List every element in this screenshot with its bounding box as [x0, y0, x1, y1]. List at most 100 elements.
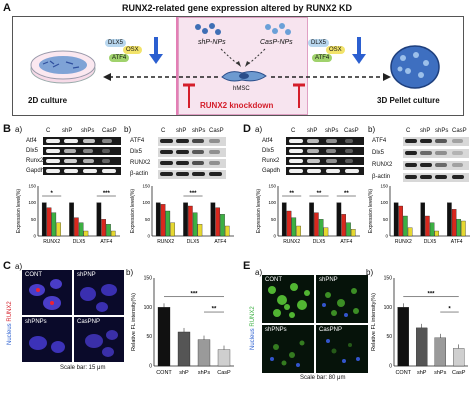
y-tick-label: 150 — [268, 184, 276, 189]
y-tick-label: 150 — [144, 276, 153, 282]
western-row — [158, 159, 226, 168]
micrograph-cont: CONT — [22, 270, 72, 315]
pellet-3d-icon — [390, 45, 440, 89]
y-tick-label: 150 — [142, 184, 150, 189]
lane-shp: shP — [307, 128, 318, 134]
y-tick-label: 50 — [271, 217, 277, 222]
lane-shps: shPs — [192, 128, 206, 134]
bar — [177, 331, 191, 367]
panel-b-sub-b: b) — [124, 125, 132, 134]
gene-row-label: Runx2 — [262, 158, 280, 164]
protein-row-label: ATF4 — [372, 138, 387, 144]
bar — [83, 230, 89, 237]
bar — [281, 202, 287, 237]
y-axis-label: Expression level(%) — [16, 189, 22, 234]
lane-shps: shPs — [81, 128, 95, 134]
bar — [46, 207, 52, 237]
y-tick-label: 100 — [268, 200, 276, 205]
stain-marker: RUNX2 — [250, 306, 256, 327]
lane-shps: shPs — [435, 128, 449, 134]
chart-d-b: 0 50 100 150 Expression level(%) RUNX2 DLX5 ATF… — [368, 184, 470, 245]
bar — [101, 219, 106, 237]
bar — [188, 205, 193, 237]
y-tick-label: 50 — [145, 217, 151, 222]
dashed-arrow-right-icon — [271, 73, 391, 81]
y-tick-label: 0 — [149, 364, 152, 370]
x-tick-label: RUNX2 — [283, 239, 300, 245]
panel-b-western: C shP shPs CasP ATF4 Dlx5 RUNX2 β-actin — [130, 128, 230, 179]
panel-c-sub-b: b) — [126, 268, 134, 277]
panel-d-gel: C shP shPs CasP Atf4 Dlx5 Runx2 Gapdh — [262, 128, 366, 176]
np-label-casp: CasP-NPs — [260, 39, 293, 46]
bar — [420, 202, 425, 237]
lane-c: C — [46, 128, 51, 134]
bar — [407, 227, 413, 237]
bar — [197, 339, 211, 367]
bar — [323, 227, 329, 237]
x-tick-label: DLX5 — [187, 239, 200, 245]
micrograph-label: CONT — [265, 277, 282, 283]
np-label-shp: shP-NPs — [198, 39, 226, 46]
sig-label: * — [50, 191, 53, 197]
gene-row-label: Atf4 — [26, 138, 37, 144]
y-tick-label: 100 — [380, 200, 388, 205]
region-2d — [13, 17, 178, 115]
y-tick-label: 100 — [142, 200, 150, 205]
protein-row-label: RUNX2 — [130, 160, 151, 166]
micrograph-label: shPNPs — [265, 327, 287, 333]
micrograph-label: shPNP — [77, 272, 96, 278]
panel-b-sub-a: a) — [15, 125, 23, 134]
dashed-arrow-left-icon — [103, 73, 221, 81]
gene-osx: OSX — [123, 46, 142, 54]
y-tick-label: 50 — [386, 334, 392, 340]
gene-row-label: Atf4 — [262, 138, 273, 144]
bar — [318, 219, 324, 237]
x-tick-label: CasP — [452, 370, 466, 376]
lane-shp: shP — [176, 128, 187, 134]
sig-label: ** — [212, 307, 217, 313]
inhibit-right-icon — [293, 83, 305, 108]
bar — [41, 202, 47, 237]
protein-row-label: β-actin — [130, 171, 149, 177]
down-arrow-icon — [149, 37, 163, 64]
stain-nucleus: Nucleus — [7, 323, 13, 345]
y-tick-label: 150 — [384, 276, 393, 282]
panel-c-letter: C — [3, 260, 11, 272]
bar — [74, 217, 79, 237]
region-center — [178, 17, 308, 115]
western-row — [158, 148, 226, 157]
western-row — [403, 161, 469, 170]
x-tick-label: ATF4 — [100, 239, 112, 245]
panel-b-letter: B — [3, 123, 11, 135]
label-runx2-knockdown: RUNX2 knockdown — [200, 101, 274, 110]
y-axis-label: Expression level(%) — [130, 189, 136, 234]
panel-b-gel: C shP shPs CasP Atf4 Dlx5 Runx2 Gapdh — [26, 128, 124, 176]
panel-e-sub-b: b) — [366, 268, 374, 277]
bar — [78, 222, 84, 237]
y-axis-label: Relative FL intensity(%) — [371, 293, 377, 351]
micrograph-label: shPNPs — [25, 319, 47, 325]
gene-row-label: Gapdh — [262, 168, 281, 174]
x-tick-label: CasP — [217, 370, 231, 376]
sig-label: *** — [189, 191, 197, 197]
chart-d-a: 0 50 100 150 Expression level(%) RUNX2 DLX5 ATF… — [256, 184, 360, 245]
gel-row — [43, 167, 121, 175]
gel-row — [43, 157, 121, 165]
lane-casp: CasP — [209, 128, 224, 134]
label-2d-culture: 2D culture — [28, 96, 68, 105]
sig-label: *** — [190, 291, 198, 297]
micrograph-label: CONT — [25, 272, 42, 278]
sig-label: *** — [427, 291, 435, 297]
gene-atf4-right: ATF4 — [312, 54, 333, 62]
panel-e-stain-label: Nucleus RUNX2 — [250, 306, 256, 350]
bar — [451, 209, 457, 237]
bar — [165, 210, 171, 237]
bar — [110, 230, 116, 237]
gel-row — [286, 137, 364, 145]
bar — [397, 307, 409, 367]
panel-d-western: C shP shPs CasP ATF4 Dlx5 RUNX2 β-actin — [372, 128, 472, 182]
bar — [461, 220, 466, 237]
bar — [416, 327, 428, 367]
y-tick-label: 100 — [28, 200, 36, 205]
np-particles-icon — [195, 23, 291, 35]
